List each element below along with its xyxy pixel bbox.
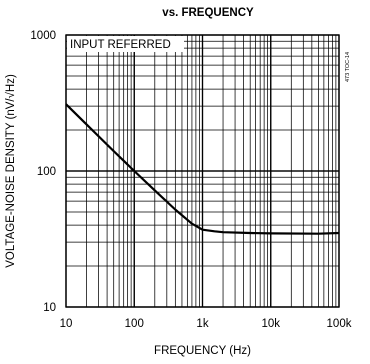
tick-labels: 10 100 1k 10k 100k 10 100 1000 [30, 30, 351, 330]
noise-curve [65, 103, 340, 235]
y-axis-label: VOLTAGE-NOISE DENSITY (nV/√Hz) [4, 74, 17, 268]
annotation-background [67, 36, 184, 52]
plot-frame [65, 34, 340, 308]
x-tick-label: 100k [327, 318, 352, 330]
x-tick-label: 1k [196, 318, 208, 330]
x-tick-label: 10k [261, 318, 280, 330]
x-axis-label: FREQUENCY (Hz) [154, 345, 251, 357]
x-tick-label: 100 [125, 318, 144, 330]
grid [65, 34, 340, 308]
figure-id: 473 TOC-14 [345, 52, 351, 82]
annotation-input-referred: INPUT REFERRED [70, 39, 171, 51]
chart-title: vs. FREQUENCY [162, 7, 254, 19]
y-tick-label: 10 [43, 302, 56, 314]
y-tick-label: 100 [37, 166, 56, 178]
y-tick-label: 1000 [30, 30, 56, 42]
x-tick-label: 10 [60, 318, 73, 330]
series-layer [65, 103, 340, 235]
